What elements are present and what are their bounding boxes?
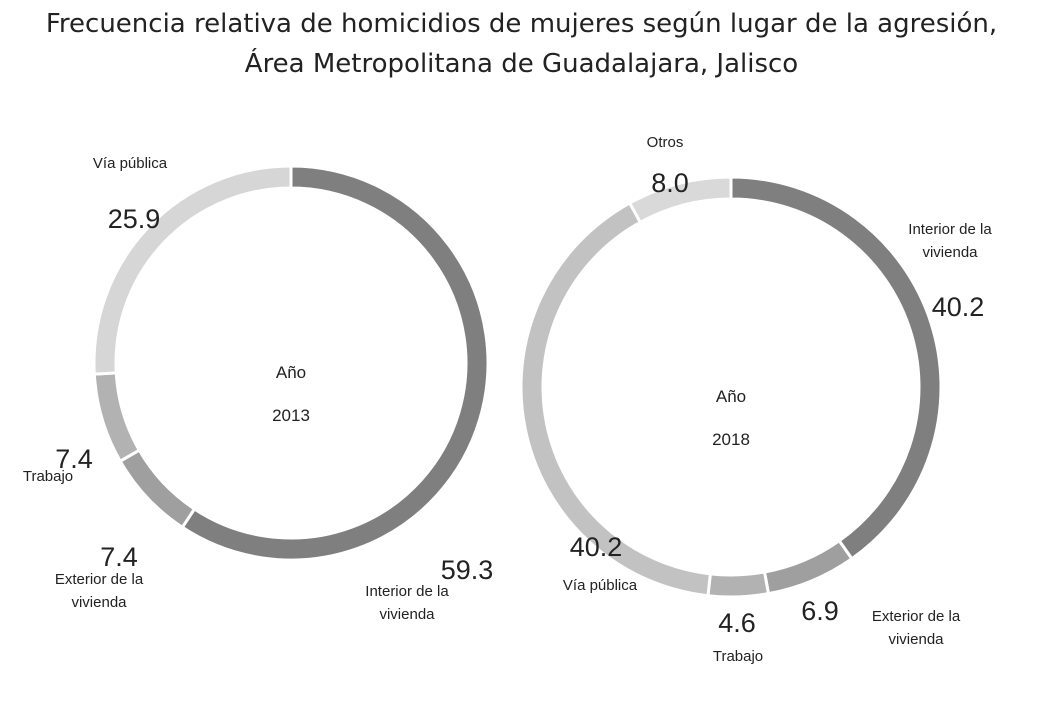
donut-2018-category-label-0: vivienda [922, 244, 978, 261]
donut-2018-category-label-1: Exterior de la [872, 608, 961, 625]
donut-2018-value-label-1: 6.9 [801, 596, 839, 626]
donut-2018-value-label-0: 40.2 [932, 292, 985, 322]
donut-2013-value-label-2: 7.4 [55, 444, 93, 474]
donut-2018-center-year: 2018 [712, 430, 750, 449]
donut-2013-value-label-0: 59.3 [441, 555, 494, 585]
chart-title-line-2: Área Metropolitana de Guadalajara, Jalis… [244, 49, 799, 79]
donut-2018-category-label-3: Vía pública [563, 577, 638, 594]
donut-2018-value-label-3: 40.2 [570, 532, 623, 562]
donut-2013-category-label-2: Trabajo [23, 468, 73, 485]
donut-2018-category-label-1: vivienda [888, 631, 944, 648]
donut-2013-center-year: 2013 [272, 406, 310, 425]
donut-2018-category-label-4: Otros [647, 134, 684, 151]
donut-2013-category-label-3: Vía pública [93, 155, 168, 172]
donut-2013-segment-0 [180, 164, 490, 562]
donut-2018-category-label-2: Trabajo [713, 648, 763, 665]
donut-2013-value-label-3: 25.9 [108, 204, 161, 234]
donut-2018-segment-2 [706, 570, 771, 599]
donut-2018-center-year-label: Año [716, 387, 746, 406]
donut-2013-category-label-1: Exterior de la [55, 571, 144, 588]
donut-2013-category-label-0: vivienda [379, 606, 435, 623]
donut-2018-segment-4 [627, 175, 733, 225]
donut-2013-center-year-label: Año [276, 363, 306, 382]
donut-2018-category-label-0: Interior de la [908, 221, 992, 238]
donut-2013-segment-1 [118, 448, 197, 530]
chart-title-line-1: Frecuencia relativa de homicidios de muj… [45, 9, 998, 39]
donut-2018-segment-1 [762, 538, 854, 596]
donut-2013-segment-3 [92, 164, 293, 376]
donut-2018-value-label-4: 8.0 [651, 168, 689, 198]
donut-2013-category-label-0: Interior de la [365, 583, 449, 600]
donut-2018-value-label-2: 4.6 [718, 608, 756, 638]
donut-2013-value-label-1: 7.4 [100, 542, 138, 572]
donut-2013-segment-2 [92, 371, 142, 464]
chart-title: Frecuencia relativa de homicidios de muj… [0, 4, 1043, 84]
donut-2013-category-label-1: vivienda [71, 594, 127, 611]
